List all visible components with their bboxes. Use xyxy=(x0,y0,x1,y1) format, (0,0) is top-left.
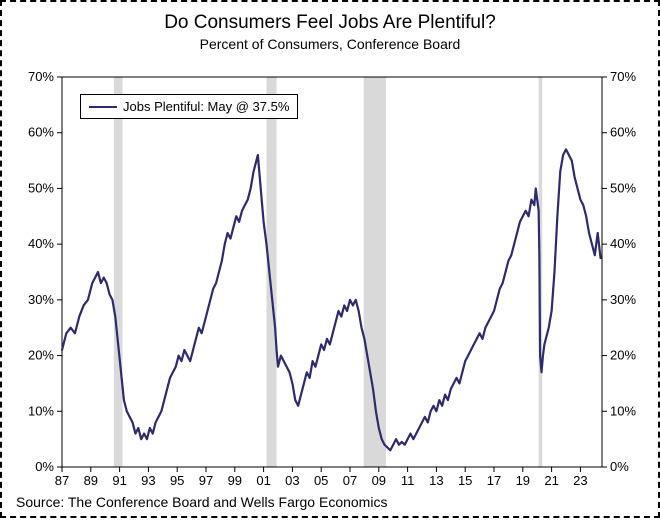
svg-text:10%: 10% xyxy=(28,403,54,418)
chart-frame: Do Consumers Feel Jobs Are Plentiful? Pe… xyxy=(0,0,660,518)
svg-text:11: 11 xyxy=(401,473,415,488)
svg-text:13: 13 xyxy=(429,473,443,488)
svg-text:30%: 30% xyxy=(28,292,54,307)
svg-text:89: 89 xyxy=(84,473,98,488)
svg-text:95: 95 xyxy=(170,473,184,488)
svg-text:97: 97 xyxy=(199,473,213,488)
svg-text:70%: 70% xyxy=(610,69,636,84)
svg-text:17: 17 xyxy=(487,473,501,488)
svg-text:01: 01 xyxy=(256,473,270,488)
svg-text:10%: 10% xyxy=(610,403,636,418)
svg-text:93: 93 xyxy=(141,473,155,488)
svg-text:20%: 20% xyxy=(28,348,54,363)
plot-area: 0% 0% 10% 10% 20% 20% 30% 30% 40% 40% 50% 50% 60% 60%… xyxy=(2,2,660,520)
svg-text:40%: 40% xyxy=(610,236,636,251)
legend-swatch xyxy=(89,106,117,108)
svg-text:05: 05 xyxy=(314,473,328,488)
svg-text:30%: 30% xyxy=(610,292,636,307)
source-text: Source: The Conference Board and Wells F… xyxy=(16,494,387,510)
svg-text:03: 03 xyxy=(285,473,299,488)
legend: Jobs Plentiful: May @ 37.5% xyxy=(80,94,298,119)
svg-text:50%: 50% xyxy=(610,180,636,195)
svg-text:91: 91 xyxy=(112,473,126,488)
svg-text:20%: 20% xyxy=(610,348,636,363)
svg-text:99: 99 xyxy=(228,473,242,488)
svg-text:19: 19 xyxy=(516,473,530,488)
svg-text:50%: 50% xyxy=(28,180,54,195)
svg-text:23: 23 xyxy=(573,473,587,488)
svg-text:40%: 40% xyxy=(28,236,54,251)
svg-text:07: 07 xyxy=(343,473,357,488)
svg-text:15: 15 xyxy=(458,473,472,488)
svg-text:0%: 0% xyxy=(35,459,54,474)
svg-text:60%: 60% xyxy=(28,125,54,140)
svg-text:09: 09 xyxy=(372,473,386,488)
svg-text:21: 21 xyxy=(544,473,558,488)
svg-text:0%: 0% xyxy=(610,459,629,474)
svg-text:87: 87 xyxy=(55,473,69,488)
legend-label: Jobs Plentiful: May @ 37.5% xyxy=(123,99,289,114)
svg-text:60%: 60% xyxy=(610,125,636,140)
svg-text:70%: 70% xyxy=(28,69,54,84)
